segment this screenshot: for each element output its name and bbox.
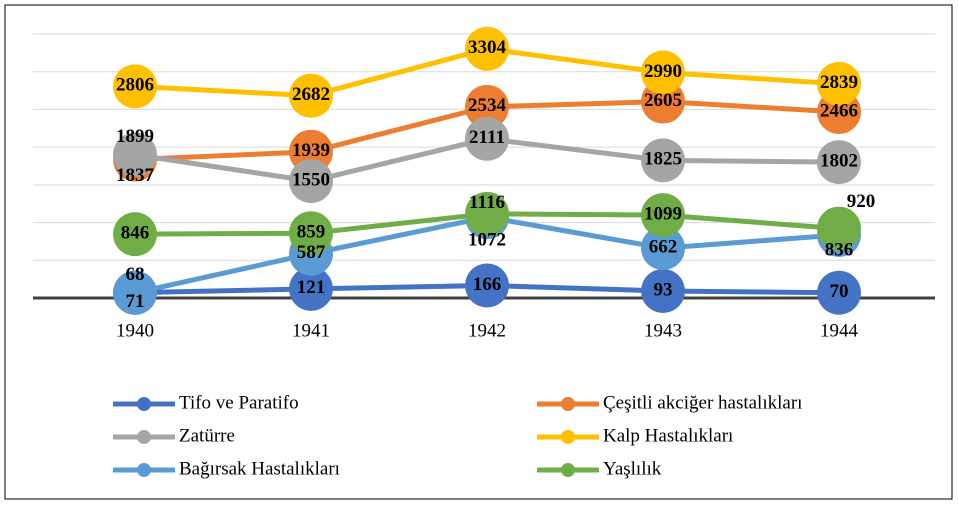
marker <box>817 140 861 185</box>
legend-label: Kalp Hastalıkları <box>603 425 733 446</box>
data-label: 1899 <box>116 126 154 147</box>
legend: Tifo ve Paratifo Çeşitli akciğer hastalık… <box>113 392 802 479</box>
marker <box>465 116 509 161</box>
marker <box>641 50 685 95</box>
x-tick-label: 1941 <box>292 320 330 341</box>
data-label: 3304 <box>468 37 507 58</box>
marker <box>113 64 157 109</box>
legend-label: Yaşlılık <box>603 458 662 479</box>
legend-label: Zatürre <box>179 425 235 446</box>
legend-marker <box>137 430 151 444</box>
data-label: 920 <box>847 191 876 212</box>
data-label: 2806 <box>116 75 154 96</box>
data-label: 1099 <box>644 203 682 224</box>
data-label: 2466 <box>820 100 858 121</box>
x-tick-label: 1944 <box>820 320 859 341</box>
marker <box>289 159 333 204</box>
marker <box>641 226 685 271</box>
data-label: 71 <box>126 291 145 312</box>
marker <box>289 73 333 118</box>
data-label: 1116 <box>469 192 505 213</box>
data-label: 166 <box>473 274 502 295</box>
data-label: 2605 <box>644 90 682 111</box>
data-labels: 71 121 166 93 70 1837 1939 2534 2605 2466 1899 1550… <box>116 37 875 312</box>
x-tick-label: 1943 <box>644 320 682 341</box>
data-label: 93 <box>654 279 673 300</box>
data-label: 587 <box>297 242 326 263</box>
legend-label: Çeşitli akciğer hastalıkları <box>603 392 802 413</box>
data-label: 1072 <box>468 229 506 250</box>
legend-marker <box>561 397 575 411</box>
data-label: 70 <box>830 281 849 302</box>
marker <box>817 61 861 106</box>
legend-marker <box>561 463 575 477</box>
data-label: 2111 <box>469 127 505 148</box>
legend-marker <box>561 430 575 444</box>
data-label: 1837 <box>116 165 155 186</box>
data-label: 121 <box>297 277 326 298</box>
x-tick-label: 1942 <box>468 320 506 341</box>
x-tick-label: 1940 <box>116 320 154 341</box>
data-label: 1825 <box>644 149 682 170</box>
data-label: 1802 <box>820 150 858 171</box>
legend-label: Bağırsak Hastalıkları <box>179 458 340 479</box>
data-label: 2990 <box>644 61 682 82</box>
data-label: 836 <box>825 239 854 260</box>
data-label: 2682 <box>292 84 330 105</box>
data-label: 859 <box>297 222 326 243</box>
legend-label: Tifo ve Paratifo <box>179 392 299 413</box>
marker <box>289 211 333 256</box>
data-label: 2534 <box>468 95 507 116</box>
marker <box>113 132 157 177</box>
marker <box>113 212 157 257</box>
marker <box>465 263 509 308</box>
marker <box>641 138 685 183</box>
marker <box>641 193 685 238</box>
markers <box>113 26 861 315</box>
marker <box>641 268 685 313</box>
data-label: 68 <box>126 264 145 285</box>
data-label: 662 <box>649 236 678 257</box>
marker <box>465 26 509 71</box>
legend-marker <box>137 463 151 477</box>
marker <box>817 206 861 251</box>
data-label: 1550 <box>292 169 330 190</box>
marker <box>289 266 333 311</box>
marker <box>465 191 509 236</box>
marker <box>113 270 157 315</box>
marker <box>465 84 509 129</box>
data-label: 846 <box>121 223 150 244</box>
legend-marker <box>137 397 151 411</box>
data-label: 1939 <box>292 140 330 161</box>
marker <box>817 270 861 315</box>
data-label: 2839 <box>820 72 858 93</box>
